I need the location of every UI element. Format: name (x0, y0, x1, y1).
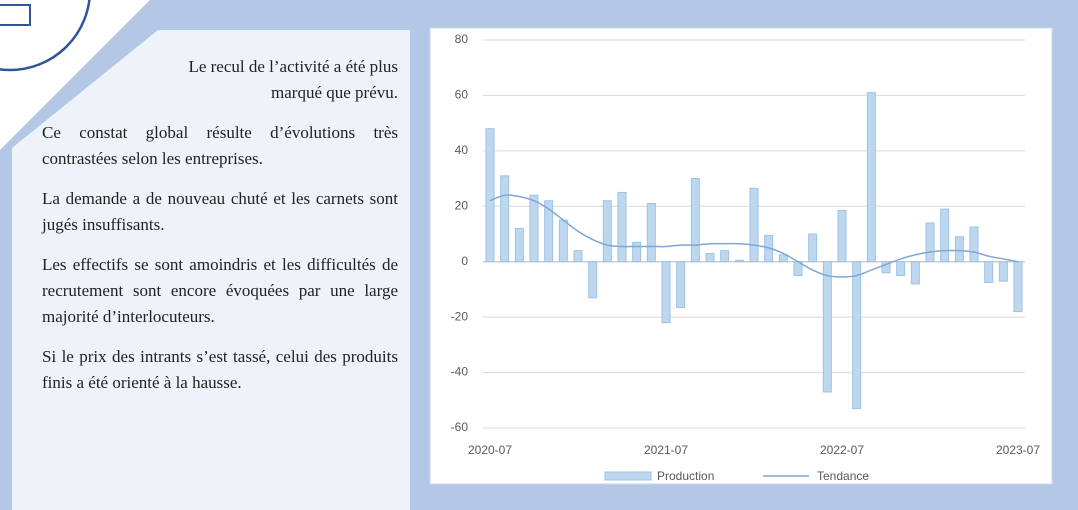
bar (925, 222, 935, 263)
logo-icon (0, 4, 31, 26)
y-tick-label: 0 (461, 254, 468, 268)
bar (984, 261, 994, 284)
x-tick-label: 2022-07 (820, 443, 864, 457)
bar (690, 178, 700, 263)
text-column: Le recul de l’activité a été plus marqué… (42, 54, 398, 410)
trend-line (489, 194, 1019, 278)
y-tick-label: 60 (455, 88, 469, 102)
y-tick-label: -60 (451, 420, 469, 434)
bar (676, 261, 686, 308)
bar (617, 191, 627, 263)
bar (808, 233, 818, 263)
bar (1013, 261, 1023, 313)
x-tick-label: 2021-07 (644, 443, 688, 457)
legend-label: Tendance (817, 469, 869, 483)
y-tick-label: 40 (455, 143, 469, 157)
paragraph: Les effectifs se sont amoindris et les d… (42, 255, 398, 326)
bar (720, 250, 730, 263)
y-tick-label: -40 (451, 365, 469, 379)
x-tick-label: 2023-07 (996, 443, 1040, 457)
bar (954, 236, 964, 263)
bar (602, 200, 612, 263)
bar (514, 227, 524, 263)
bar (558, 219, 568, 263)
y-tick-label: 80 (455, 32, 469, 46)
bar (500, 175, 510, 263)
bar (940, 208, 950, 263)
bar (544, 200, 554, 263)
bar (822, 261, 832, 393)
legend-label: Production (657, 469, 714, 483)
paragraph: La demande a de nouveau chuté et les car… (42, 189, 398, 234)
bar (969, 226, 979, 263)
y-tick-label: -20 (451, 309, 469, 323)
paragraph: Le recul de l’activité a été plus marqué… (188, 57, 398, 102)
text-panel (12, 30, 410, 510)
bar (632, 241, 642, 263)
paragraph: Si le prix des intrants s’est tassé, cel… (42, 347, 398, 392)
bar (910, 261, 920, 285)
legend-swatch (604, 471, 652, 481)
bar (852, 261, 862, 410)
bar (998, 261, 1008, 282)
logo-circle (0, 0, 91, 72)
x-tick-label: 2020-07 (468, 443, 512, 457)
paragraph: Ce constat global résulte d’évolutions t… (42, 123, 398, 168)
bar (881, 261, 891, 274)
bar (866, 92, 876, 263)
bar (646, 203, 656, 263)
bar (837, 209, 847, 263)
bar (778, 254, 788, 263)
bar (573, 250, 583, 263)
bar (588, 261, 598, 299)
y-tick-label: 20 (455, 198, 469, 212)
bar (749, 187, 759, 263)
bar (705, 252, 715, 263)
bar (485, 128, 495, 263)
bar (734, 259, 744, 263)
bar (529, 194, 539, 263)
bar (896, 261, 906, 277)
bar (661, 261, 671, 324)
